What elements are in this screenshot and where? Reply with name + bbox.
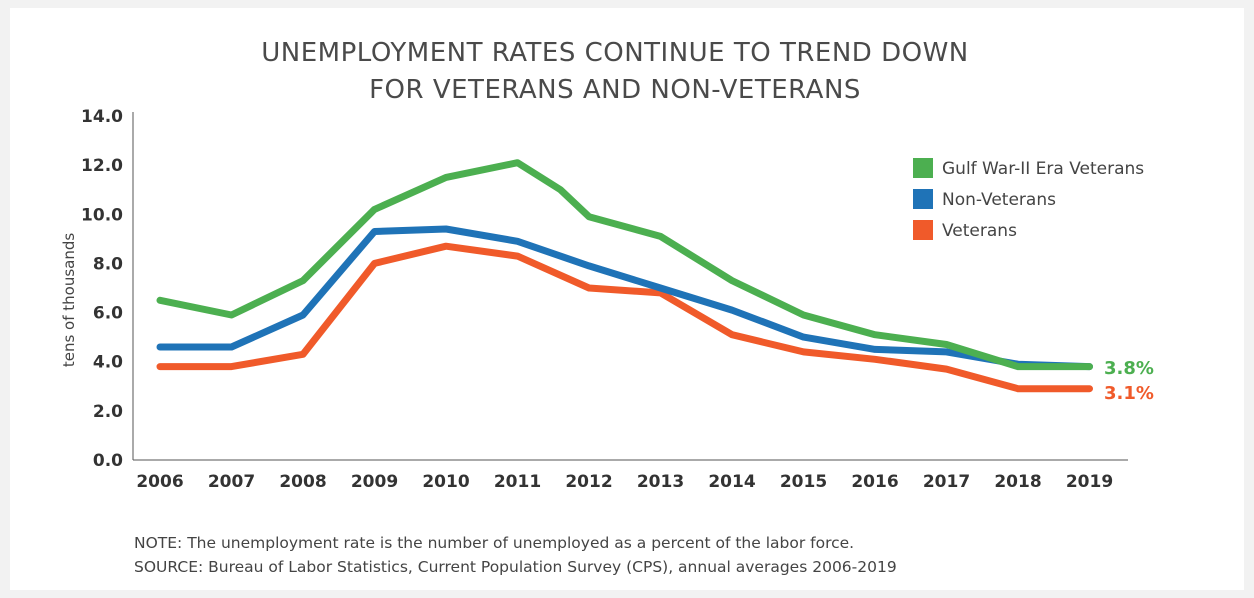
x-tick-label: 2011 bbox=[494, 472, 541, 492]
legend-swatch bbox=[913, 189, 933, 209]
x-tick-label: 2018 bbox=[994, 472, 1041, 492]
y-tick-label: 2.0 bbox=[93, 402, 123, 422]
end-labels: 3.8% 3.1% bbox=[1104, 358, 1154, 404]
end-value-label: 3.1% bbox=[1104, 383, 1154, 404]
legend-swatch bbox=[913, 220, 933, 240]
y-tick-label: 12.0 bbox=[81, 156, 123, 176]
y-tick-label: 4.0 bbox=[93, 353, 123, 373]
x-tick-labels: 2006 2007 2008 2009 2010 2011 2012 2013 2014 2015… bbox=[136, 472, 1113, 492]
chart-svg: UNEMPLOYMENT RATES CONTINUE TO TREND DOW… bbox=[60, 38, 1154, 492]
x-tick-label: 2013 bbox=[637, 472, 684, 492]
x-tick-label: 2006 bbox=[136, 472, 183, 492]
series-line-non-veterans bbox=[156, 225, 1093, 371]
legend-label: Veterans bbox=[942, 221, 1017, 241]
y-tick-labels: 0.0 2.0 4.0 6.0 8.0 10.0 12.0 14.0 bbox=[81, 107, 123, 471]
x-tick-label: 2008 bbox=[279, 472, 326, 492]
series-line-veterans bbox=[156, 242, 1093, 393]
series-lines bbox=[156, 159, 1093, 393]
x-tick-label: 2009 bbox=[351, 472, 398, 492]
end-value-label: 3.8% bbox=[1104, 358, 1154, 379]
y-tick-label: 14.0 bbox=[81, 107, 123, 127]
chart-source: SOURCE: Bureau of Labor Statistics, Curr… bbox=[134, 558, 897, 576]
legend: Gulf War-II Era Veterans Non-Veterans Vete… bbox=[913, 158, 1144, 241]
y-tick-label: 10.0 bbox=[81, 205, 123, 225]
y-axis-label: tens of thousands bbox=[60, 233, 78, 368]
series-line-gulf-war-ii-era-veterans bbox=[156, 159, 1093, 371]
x-tick-label: 2015 bbox=[780, 472, 827, 492]
y-tick-label: 6.0 bbox=[93, 304, 123, 324]
legend-label: Gulf War-II Era Veterans bbox=[942, 159, 1144, 179]
legend-swatch bbox=[913, 158, 933, 178]
chart-title-line-1: UNEMPLOYMENT RATES CONTINUE TO TREND DOW… bbox=[261, 38, 968, 68]
chart-note: NOTE: The unemployment rate is the numbe… bbox=[134, 534, 855, 552]
chart-title-line-2: FOR VETERANS AND NON-VETERANS bbox=[369, 75, 861, 105]
x-tick-label: 2017 bbox=[923, 472, 970, 492]
x-tick-label: 2012 bbox=[565, 472, 612, 492]
chart-card: UNEMPLOYMENT RATES CONTINUE TO TREND DOW… bbox=[10, 8, 1244, 590]
x-tick-label: 2007 bbox=[208, 472, 255, 492]
legend-label: Non-Veterans bbox=[942, 190, 1056, 210]
x-tick-label: 2016 bbox=[851, 472, 898, 492]
x-tick-label: 2019 bbox=[1066, 472, 1113, 492]
x-tick-label: 2014 bbox=[708, 472, 755, 492]
x-tick-label: 2010 bbox=[422, 472, 469, 492]
y-tick-label: 8.0 bbox=[93, 254, 123, 274]
y-tick-label: 0.0 bbox=[93, 451, 123, 471]
